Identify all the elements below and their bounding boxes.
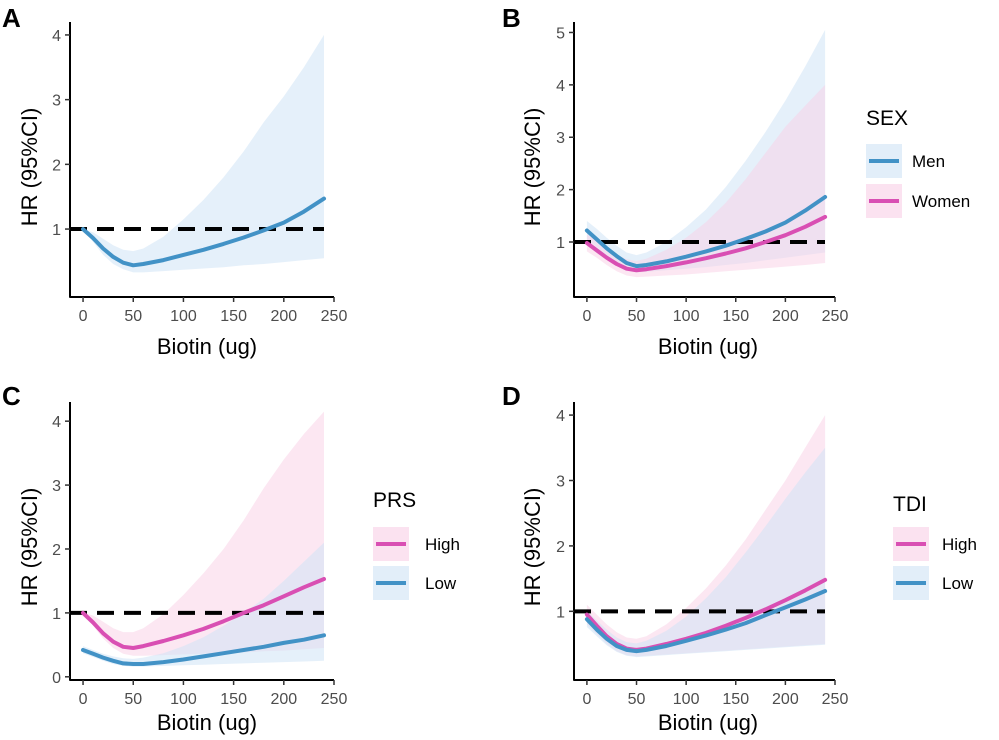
y-tick-label: 1: [556, 604, 565, 621]
series-line-women: [584, 214, 828, 273]
x-tick-label: 0: [582, 308, 591, 325]
panel-b: B 0 50 100 150 200 250 1 2 3 4 5 Biotin (ug) HR (9…: [502, 3, 970, 359]
x-tick-label: 250: [822, 691, 849, 708]
y-tick-label: 4: [556, 408, 565, 425]
x-axis-title: Biotin (ug): [157, 710, 257, 735]
y-tick-label: 1: [556, 235, 565, 252]
series-line-series-0: [81, 196, 326, 268]
series-lines: [584, 577, 828, 654]
legend-label-high: High: [425, 535, 460, 554]
x-tick-label: 100: [673, 691, 700, 708]
legend-title: SEX: [866, 107, 908, 130]
x-tick-label: 200: [772, 691, 799, 708]
x-tick-label: 150: [722, 691, 749, 708]
confidence-bands: [586, 415, 826, 658]
legend-label-low: Low: [942, 574, 974, 593]
legend-title: PRS: [373, 489, 416, 512]
x-tick-label: 50: [628, 691, 646, 708]
x-tick-label: 0: [582, 691, 591, 708]
y-tick-label: 0: [52, 670, 61, 687]
legend-sex: SEX Men Women: [866, 107, 970, 218]
legend-prs: PRS High Low: [373, 489, 460, 600]
legend-label-women: Women: [912, 192, 970, 211]
y-tick-label: 3: [52, 478, 61, 495]
axes: 0 50 100 150 200 250 0 1 2 3 4: [52, 402, 347, 708]
x-tick-label: 50: [124, 691, 142, 708]
panel-a: A 0 50 100 150 200 250 1 2 3 4 Biotin (ug) HR (95…: [2, 3, 347, 359]
panel-letter: D: [502, 381, 521, 411]
axes: 0 50 100 150 200 250 1 2 3 4: [556, 402, 848, 708]
x-tick-label: 250: [321, 308, 348, 325]
legend-label-men: Men: [912, 152, 945, 171]
x-tick-label: 200: [270, 308, 297, 325]
y-tick-label: 4: [52, 28, 61, 45]
y-tick-label: 5: [556, 25, 565, 42]
series-line-men: [584, 195, 828, 269]
y-tick-label: 2: [52, 542, 61, 559]
y-tick-label: 2: [52, 157, 61, 174]
x-axis-title: Biotin (ug): [658, 710, 758, 735]
ci-band-series-0: [83, 34, 324, 273]
legend-tdi: TDI High Low: [893, 493, 977, 600]
series-line-high: [81, 577, 326, 650]
legend-title: TDI: [893, 493, 927, 516]
x-tick-label: 200: [772, 308, 799, 325]
confidence-bands: [83, 34, 324, 273]
x-tick-label: 150: [220, 691, 247, 708]
y-tick-label: 3: [556, 130, 565, 147]
x-tick-label: 100: [673, 308, 700, 325]
y-tick-label: 1: [52, 222, 61, 239]
series-line-low: [81, 633, 326, 666]
confidence-bands: [586, 29, 826, 278]
panel-letter: C: [2, 381, 21, 411]
ci-band-low: [586, 447, 826, 658]
x-axis-title: Biotin (ug): [157, 334, 257, 359]
series-lines: [81, 577, 326, 666]
x-tick-label: 250: [321, 691, 348, 708]
series-line-low: [584, 589, 828, 654]
x-tick-label: 150: [722, 308, 749, 325]
series-lines: [81, 196, 326, 268]
y-axis-title: HR (95%CI): [17, 488, 42, 607]
y-axis-title: HR (95%CI): [520, 488, 545, 607]
panel-d: D 0 50 100 150 200 250 1 2 3 4 Biotin (ug) HR (95…: [502, 381, 977, 735]
panel-letter: A: [2, 3, 21, 33]
axes: 0 50 100 150 200 250 1 2 3 4: [52, 22, 347, 325]
axes: 0 50 100 150 200 250 1 2 3 4 5: [556, 22, 848, 325]
x-tick-label: 50: [628, 308, 646, 325]
y-tick-label: 3: [52, 93, 61, 110]
x-tick-label: 100: [170, 691, 197, 708]
y-tick-label: 2: [556, 539, 565, 556]
y-tick-label: 2: [556, 183, 565, 200]
y-tick-label: 1: [52, 606, 61, 623]
y-tick-label: 4: [556, 78, 565, 95]
y-tick-label: 3: [556, 473, 565, 490]
x-tick-label: 0: [79, 691, 88, 708]
ci-band-high: [83, 411, 324, 656]
legend-label-high: High: [942, 535, 977, 554]
x-tick-label: 150: [220, 308, 247, 325]
panel-c: C 0 50 100 150 200 250 0 1 2 3 4 Biotin (ug) HR (9…: [2, 381, 460, 735]
ci-band-women: [586, 84, 826, 278]
confidence-bands: [83, 411, 324, 667]
legend-label-low: Low: [425, 574, 457, 593]
y-axis-title: HR (95%CI): [17, 108, 42, 227]
ci-band-low: [83, 542, 324, 667]
panel-letter: B: [502, 3, 521, 33]
x-axis-title: Biotin (ug): [658, 334, 758, 359]
x-tick-label: 250: [822, 308, 849, 325]
y-axis-title: HR (95%CI): [520, 108, 545, 227]
x-tick-label: 0: [79, 308, 88, 325]
x-tick-label: 50: [124, 308, 142, 325]
y-tick-label: 4: [52, 414, 61, 431]
series-lines: [584, 195, 828, 273]
x-tick-label: 100: [170, 308, 197, 325]
x-tick-label: 200: [270, 691, 297, 708]
